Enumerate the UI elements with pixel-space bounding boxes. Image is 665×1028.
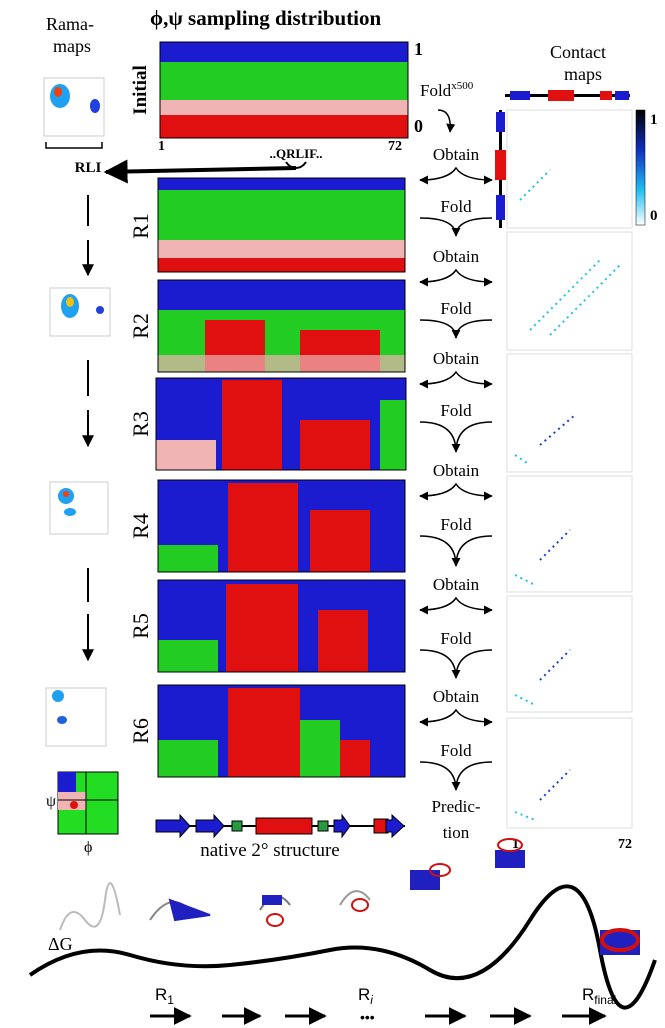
dots: ••• xyxy=(360,1009,375,1025)
proteins xyxy=(59,838,640,955)
prediction: Predic- xyxy=(431,797,480,816)
contact-label: maps xyxy=(564,64,602,84)
obtain: Obtain xyxy=(433,575,480,594)
fold: Fold xyxy=(440,299,472,318)
phi: ϕ xyxy=(84,839,92,856)
round-panels xyxy=(155,177,407,778)
rli: RLI xyxy=(75,160,102,176)
step-arrows xyxy=(419,166,493,791)
stage: R1 xyxy=(155,985,174,1007)
y-bottom: 0 xyxy=(414,116,423,136)
obtain: Obtain xyxy=(433,247,480,266)
native-ss xyxy=(155,813,405,839)
steps: Obtain Fold Obtain Fold Obtain Fold Obtain F… xyxy=(431,145,480,842)
prediction: tion xyxy=(443,823,470,842)
round-label: R2 xyxy=(128,313,153,339)
contact-dots xyxy=(514,169,621,821)
x-start: 1 xyxy=(158,139,165,154)
fold: Fold xyxy=(440,515,472,534)
colorbar-top: 1 xyxy=(650,112,658,128)
colorbar-bottom: 0 xyxy=(650,208,658,224)
contact-label: Contact xyxy=(550,42,606,62)
round-label: R5 xyxy=(128,613,153,639)
fold: Fold xyxy=(440,741,472,760)
initial-panel xyxy=(159,41,409,139)
stages: R1 Ri Rfinal ••• xyxy=(155,985,616,1025)
obtain: Obtain xyxy=(433,687,480,706)
round-label: R1 xyxy=(128,213,153,239)
arrow xyxy=(437,109,456,133)
round-label: R3 xyxy=(128,411,153,437)
energy-label: ΔG xyxy=(48,934,73,954)
fold-initial: Foldx500 xyxy=(420,80,474,100)
fold: Fold xyxy=(440,197,472,216)
contact-maps xyxy=(506,109,633,829)
obtain: Obtain xyxy=(433,461,480,480)
psi: ψ xyxy=(46,793,56,810)
arrow xyxy=(103,159,297,184)
rama-label: Rama- xyxy=(46,14,94,34)
contact-end: 72 xyxy=(618,837,632,852)
stage: Rfinal xyxy=(582,985,616,1007)
obtain: Obtain xyxy=(433,145,480,164)
stage: Ri xyxy=(358,985,373,1007)
contact-start: 1 xyxy=(512,837,519,852)
title: ϕ,ψ sampling distribution xyxy=(150,6,382,30)
initial-label: Initial xyxy=(130,65,151,115)
rama-maps xyxy=(43,77,119,835)
contact-ss xyxy=(495,90,630,228)
round-labels: R1 R2 R3 R4 R5 R6 xyxy=(128,213,153,744)
x-end: 72 xyxy=(388,139,402,154)
obtain: Obtain xyxy=(433,349,480,368)
fold: Fold xyxy=(440,629,472,648)
rama-label: maps xyxy=(53,36,91,56)
y-top: 1 xyxy=(414,39,423,59)
round-label: R6 xyxy=(128,718,153,744)
round-label: R4 xyxy=(128,513,153,539)
colorbar xyxy=(635,109,646,226)
energy-landscape xyxy=(28,884,657,1010)
native-label: native 2° structure xyxy=(200,840,340,861)
segment: ..QRLIF.. xyxy=(270,146,323,161)
fold: Fold xyxy=(440,401,472,420)
bracket xyxy=(45,142,103,149)
